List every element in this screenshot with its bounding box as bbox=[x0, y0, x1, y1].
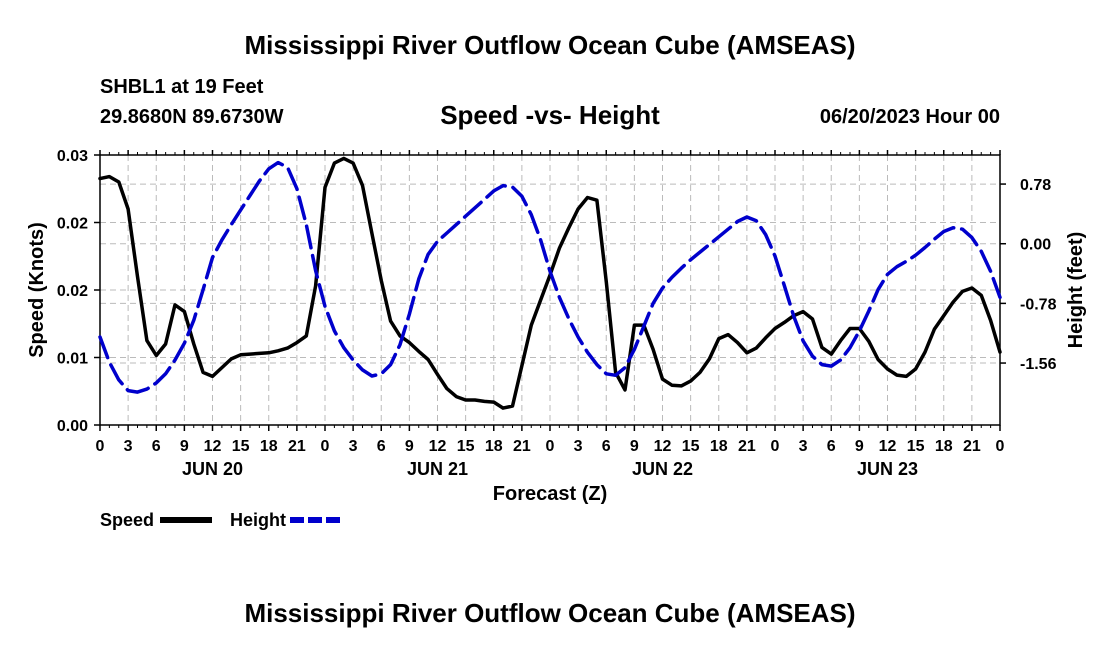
y-right-tick-label: 0.00 bbox=[1020, 237, 1051, 254]
x-tick-label: 18 bbox=[710, 438, 728, 455]
x-tick-label: 12 bbox=[429, 438, 447, 455]
y-left-tick-label: 0.02 bbox=[57, 216, 88, 233]
x-tick-label: 21 bbox=[513, 438, 531, 455]
x-tick-label: 21 bbox=[738, 438, 756, 455]
station-label: SHBL1 at 19 Feet bbox=[100, 76, 264, 98]
x-tick-label: 0 bbox=[996, 438, 1005, 455]
axes bbox=[94, 150, 1006, 431]
y-left-tick-label: 0.02 bbox=[57, 283, 88, 300]
x-tick-label: 0 bbox=[546, 438, 555, 455]
x-tick-label: 21 bbox=[288, 438, 306, 455]
y-right-tick-label: -1.56 bbox=[1020, 356, 1057, 373]
x-tick-label: 3 bbox=[124, 438, 133, 455]
day-label: JUN 23 bbox=[857, 459, 918, 479]
x-tick-label: 6 bbox=[152, 438, 161, 455]
x-axis-label: Forecast (Z) bbox=[493, 483, 607, 505]
series-lines bbox=[98, 156, 1002, 410]
x-tick-label: 15 bbox=[232, 438, 250, 455]
x-tick-label: 9 bbox=[630, 438, 639, 455]
x-tick-label: 21 bbox=[963, 438, 981, 455]
x-tick-label: 0 bbox=[96, 438, 105, 455]
y-right-tick-label: 0.78 bbox=[1020, 177, 1051, 194]
x-tick-label: 9 bbox=[855, 438, 864, 455]
x-tick-label: 12 bbox=[204, 438, 222, 455]
x-tick-label: 0 bbox=[771, 438, 780, 455]
x-tick-label: 18 bbox=[935, 438, 953, 455]
x-tick-label: 15 bbox=[682, 438, 700, 455]
chart-title: Mississippi River Outflow Ocean Cube (AM… bbox=[244, 30, 856, 60]
legend-speed-label: Speed bbox=[100, 510, 155, 530]
y-left-tick-label: 0.03 bbox=[57, 148, 88, 165]
x-tick-label: 0 bbox=[321, 438, 330, 455]
x-tick-label: 18 bbox=[485, 438, 503, 455]
x-tick-label: 15 bbox=[457, 438, 475, 455]
tick-labels: 0 3 6 9 12 15 18 21 0 3 6 9 12 15 18 21 0 3 6 9 12 15 18 21 0 3 6 9… bbox=[57, 148, 1057, 479]
x-tick-label: 6 bbox=[602, 438, 611, 455]
y-axis-left-label: Speed (Knots) bbox=[26, 222, 48, 358]
y-right-tick-label: -0.78 bbox=[1020, 296, 1057, 313]
x-tick-label: 6 bbox=[827, 438, 836, 455]
x-tick-label: 18 bbox=[260, 438, 278, 455]
chart-subtitle: Speed -vs- Height bbox=[440, 100, 660, 130]
x-tick-label: 9 bbox=[405, 438, 414, 455]
x-tick-label: 12 bbox=[879, 438, 897, 455]
x-tick-label: 12 bbox=[654, 438, 672, 455]
day-label: JUN 21 bbox=[407, 459, 468, 479]
chart-title-bottom: Mississippi River Outflow Ocean Cube (AM… bbox=[244, 598, 856, 628]
forecast-datetime: 06/20/2023 Hour 00 bbox=[819, 106, 1000, 128]
x-tick-label: 3 bbox=[349, 438, 358, 455]
x-tick-label: 6 bbox=[377, 438, 386, 455]
coordinates-label: 29.8680N 89.6730W bbox=[100, 106, 284, 128]
y-left-tick-label: 0.00 bbox=[57, 418, 88, 435]
x-tick-label: 9 bbox=[180, 438, 189, 455]
height-series-line bbox=[98, 160, 1002, 394]
day-label: JUN 22 bbox=[632, 459, 693, 479]
x-tick-label: 3 bbox=[799, 438, 808, 455]
legend-height-label: Height bbox=[230, 510, 286, 530]
y-left-tick-label: 0.01 bbox=[57, 351, 88, 368]
grid-lines bbox=[100, 155, 1000, 425]
x-tick-label: 15 bbox=[907, 438, 925, 455]
x-tick-label: 3 bbox=[574, 438, 583, 455]
day-label: JUN 20 bbox=[182, 459, 243, 479]
y-axis-right-label: Height (feet) bbox=[1065, 232, 1087, 349]
